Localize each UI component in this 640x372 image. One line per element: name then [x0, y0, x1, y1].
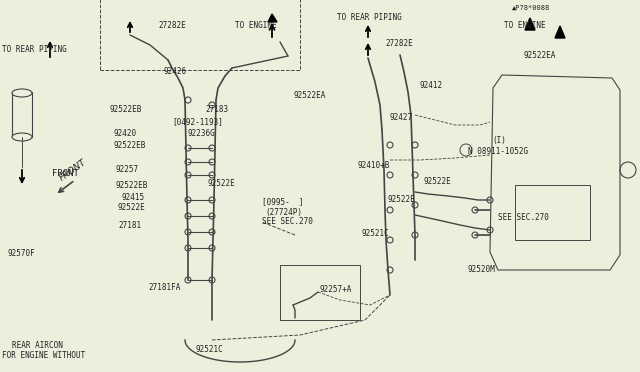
Text: TO ENGINE: TO ENGINE: [235, 22, 276, 31]
Text: ▲P78*0088: ▲P78*0088: [512, 5, 550, 11]
Text: FRONT: FRONT: [58, 157, 88, 183]
Text: SEE SEC.270: SEE SEC.270: [262, 218, 313, 227]
Bar: [280, 265, 360, 320]
Text: 92522E: 92522E: [388, 196, 416, 205]
Ellipse shape: [12, 89, 32, 97]
Text: 92236G: 92236G: [188, 128, 216, 138]
Text: 92412: 92412: [420, 81, 443, 90]
Text: 92257: 92257: [115, 166, 138, 174]
Text: 27181FA: 27181FA: [148, 283, 180, 292]
Bar: [12, 92, 32, 137]
Bar: [100, 0, 300, 70]
Text: 92257+A: 92257+A: [320, 285, 353, 295]
Text: 92522EB: 92522EB: [110, 106, 142, 115]
Text: 92522EB: 92522EB: [113, 141, 145, 151]
Text: (27724P): (27724P): [265, 208, 302, 217]
Text: SEE SEC.270: SEE SEC.270: [498, 214, 549, 222]
Text: TO REAR PIPING: TO REAR PIPING: [337, 13, 402, 22]
Text: 92522E: 92522E: [118, 203, 146, 212]
Text: 92521C: 92521C: [362, 228, 390, 237]
Text: 92522EA: 92522EA: [524, 51, 556, 61]
Text: 92415: 92415: [122, 192, 145, 202]
Text: N 08911-1052G: N 08911-1052G: [468, 148, 528, 157]
Text: [0995-  ]: [0995- ]: [262, 198, 303, 206]
Text: TO ENGINE: TO ENGINE: [504, 22, 546, 31]
Text: 92522EA: 92522EA: [293, 92, 325, 100]
Polygon shape: [555, 26, 565, 38]
Polygon shape: [525, 18, 535, 30]
Text: 92427: 92427: [390, 112, 413, 122]
Text: 27282E: 27282E: [385, 39, 413, 48]
Text: 92522E: 92522E: [208, 180, 236, 189]
Text: 92570F: 92570F: [8, 248, 36, 257]
Bar: [515, 185, 590, 240]
Text: 92522EB: 92522EB: [115, 182, 147, 190]
Text: FRONT: FRONT: [52, 169, 79, 177]
Text: 27282E: 27282E: [158, 22, 186, 31]
Text: 27183: 27183: [205, 106, 228, 115]
Text: 92426: 92426: [163, 67, 186, 76]
Text: 92522E: 92522E: [423, 177, 451, 186]
Text: 92410+B: 92410+B: [357, 160, 389, 170]
Text: REAR AIRCON: REAR AIRCON: [12, 340, 63, 350]
Text: FOR ENGINE WITHOUT: FOR ENGINE WITHOUT: [2, 350, 85, 359]
Text: 27181: 27181: [118, 221, 141, 231]
Text: (I): (I): [492, 135, 506, 144]
Text: [0492-1193]: [0492-1193]: [172, 118, 223, 126]
Polygon shape: [268, 14, 277, 22]
Ellipse shape: [12, 133, 32, 141]
Text: 92520M: 92520M: [468, 266, 496, 275]
Text: TO REAR PIPING: TO REAR PIPING: [2, 45, 67, 55]
Text: 92420: 92420: [113, 128, 136, 138]
Text: 92521C: 92521C: [195, 346, 223, 355]
